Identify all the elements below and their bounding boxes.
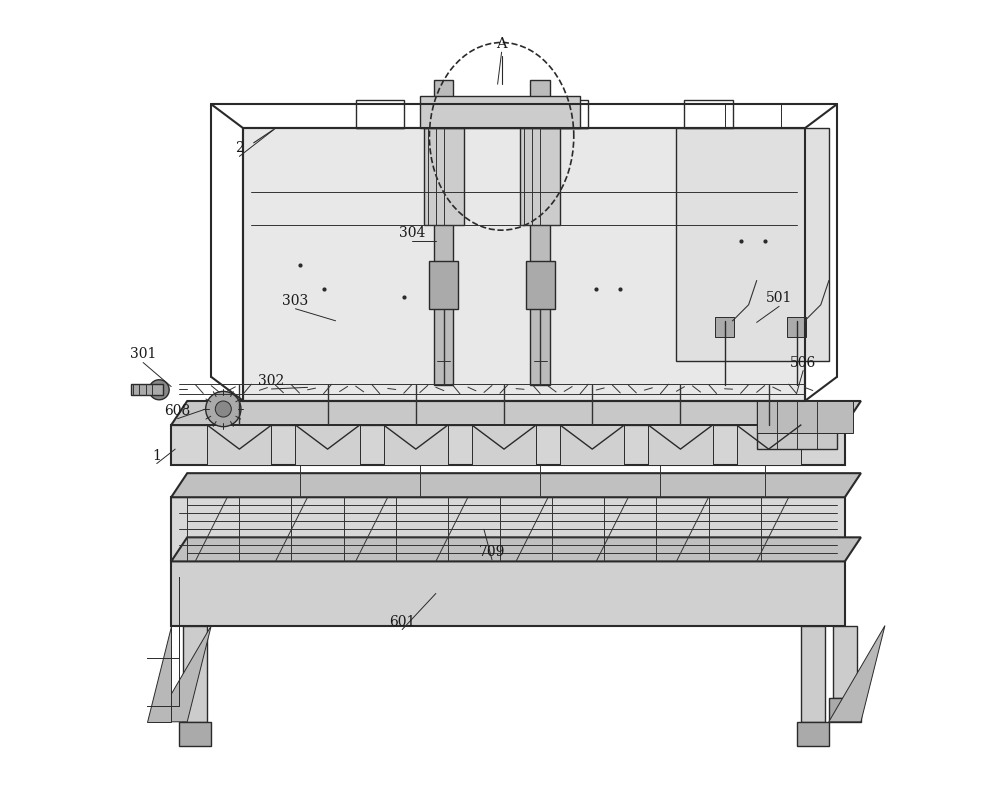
Polygon shape <box>829 626 885 722</box>
Circle shape <box>206 391 241 427</box>
Bar <box>757 401 853 433</box>
Bar <box>472 425 536 465</box>
Text: 506: 506 <box>790 355 816 370</box>
Bar <box>725 104 781 128</box>
Bar <box>833 626 857 698</box>
Bar <box>829 698 861 722</box>
Bar <box>560 425 624 465</box>
Bar <box>526 261 555 309</box>
Polygon shape <box>147 626 171 722</box>
Polygon shape <box>171 537 861 561</box>
Bar <box>295 425 360 465</box>
Text: 501: 501 <box>766 291 792 306</box>
Bar <box>429 261 458 309</box>
Bar <box>540 100 588 128</box>
Bar <box>171 561 845 626</box>
Bar <box>420 96 580 128</box>
Bar <box>131 384 163 395</box>
Ellipse shape <box>149 380 169 400</box>
Text: 304: 304 <box>399 225 425 240</box>
Circle shape <box>215 401 231 417</box>
Text: 608: 608 <box>164 403 191 418</box>
Polygon shape <box>243 128 805 401</box>
Polygon shape <box>155 626 211 722</box>
Text: 601: 601 <box>389 614 415 629</box>
Bar <box>356 100 404 128</box>
Bar <box>384 425 448 465</box>
Bar <box>737 425 801 465</box>
Bar <box>797 722 829 746</box>
Polygon shape <box>676 128 829 361</box>
Bar <box>530 80 550 385</box>
Bar <box>434 80 453 385</box>
Polygon shape <box>171 401 861 425</box>
Bar <box>684 100 733 128</box>
Bar <box>757 401 837 449</box>
Bar <box>207 425 271 465</box>
Bar <box>787 317 806 337</box>
Bar <box>171 497 845 561</box>
Polygon shape <box>171 473 861 497</box>
Bar <box>715 317 734 337</box>
Text: 301: 301 <box>130 347 156 362</box>
Bar <box>424 128 464 225</box>
Text: 1: 1 <box>152 448 161 463</box>
Polygon shape <box>171 425 845 465</box>
Bar <box>648 425 713 465</box>
Text: 709: 709 <box>479 545 505 559</box>
Bar <box>520 128 560 225</box>
Text: 303: 303 <box>282 294 309 308</box>
Text: 302: 302 <box>258 374 285 388</box>
Bar <box>801 626 825 722</box>
Bar <box>183 626 207 722</box>
Text: 2: 2 <box>235 141 244 156</box>
Bar <box>179 722 211 746</box>
Text: A: A <box>496 37 507 51</box>
